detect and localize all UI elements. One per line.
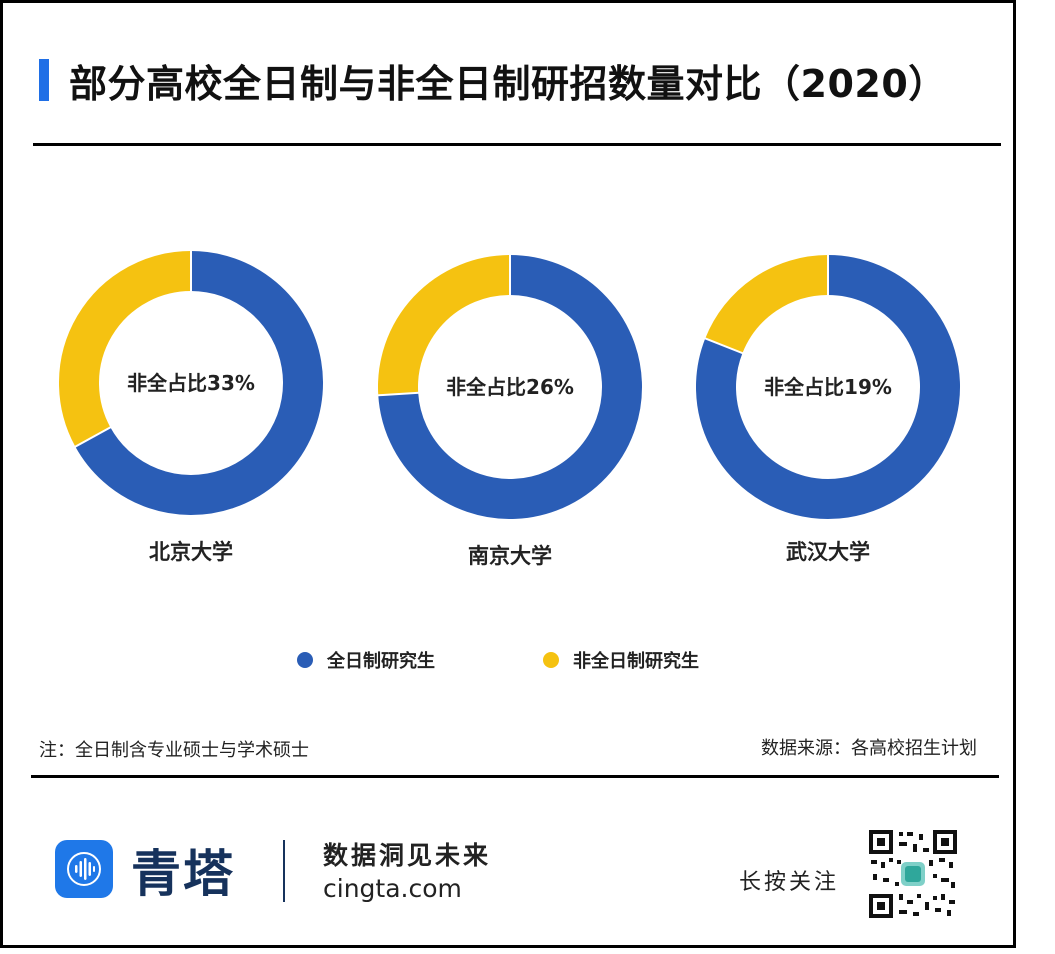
bottom-divider (31, 775, 999, 778)
donut-slice-full-time (696, 255, 960, 519)
page-title: 部分高校全日制与非全日制研招数量对比（2020） (69, 62, 947, 106)
legend-marker-full-time (297, 652, 313, 668)
legend-item-part-time: 非全日制研究生 (543, 647, 699, 673)
donut-slice-full-time (75, 251, 323, 515)
donut-slice-part-time (378, 255, 511, 396)
footer: 青塔 数据洞见未来 cingta.com 长按关注 (3, 778, 1019, 951)
footnote: 注：全日制含专业硕士与学术硕士 (39, 740, 309, 761)
top-divider (33, 143, 1001, 146)
donut-center-label: 非全占比19% (764, 375, 892, 399)
university-label: 北京大学 (149, 540, 233, 564)
brand-domain: cingta.com (323, 874, 462, 903)
title-accent-bar (39, 59, 49, 101)
legend-marker-part-time (543, 652, 559, 668)
slice-separator (73, 425, 112, 448)
brand-slogan: 数据洞见未来 (323, 841, 492, 870)
follow-prompt: 长按关注 (739, 870, 840, 895)
brand-logo-text: 青塔 (131, 844, 235, 903)
donut-slice-part-time (705, 255, 829, 354)
university-label: 南京大学 (468, 544, 552, 568)
donut-center-label: 非全占比26% (446, 375, 574, 399)
donut-center-label: 非全占比33% (127, 371, 255, 395)
university-label: 武汉大学 (786, 540, 870, 564)
donut-slice-full-time (378, 255, 642, 519)
slice-separator (377, 391, 420, 397)
data-source: 数据来源：各高校招生计划 (761, 738, 977, 759)
donut-charts: 非全占比33% 北京大学 非全占比26% 南京大学 非全占比19% 武汉大学 (59, 250, 960, 568)
donut-slice-part-time (59, 251, 192, 447)
footer-divider (283, 840, 285, 902)
infographic-frame: 部分高校全日制与非全日制研招数量对比（2020） 非全占比33% 北京大学 非全占比… (0, 0, 1016, 948)
legend-label-part-time: 非全日制研究生 (573, 651, 699, 672)
legend-label-full-time: 全日制研究生 (327, 651, 435, 672)
sound-wave-icon (55, 840, 113, 898)
qr-code-icon[interactable] (869, 830, 957, 918)
slice-separator (703, 337, 744, 355)
legend-item-full-time: 全日制研究生 (297, 647, 435, 673)
